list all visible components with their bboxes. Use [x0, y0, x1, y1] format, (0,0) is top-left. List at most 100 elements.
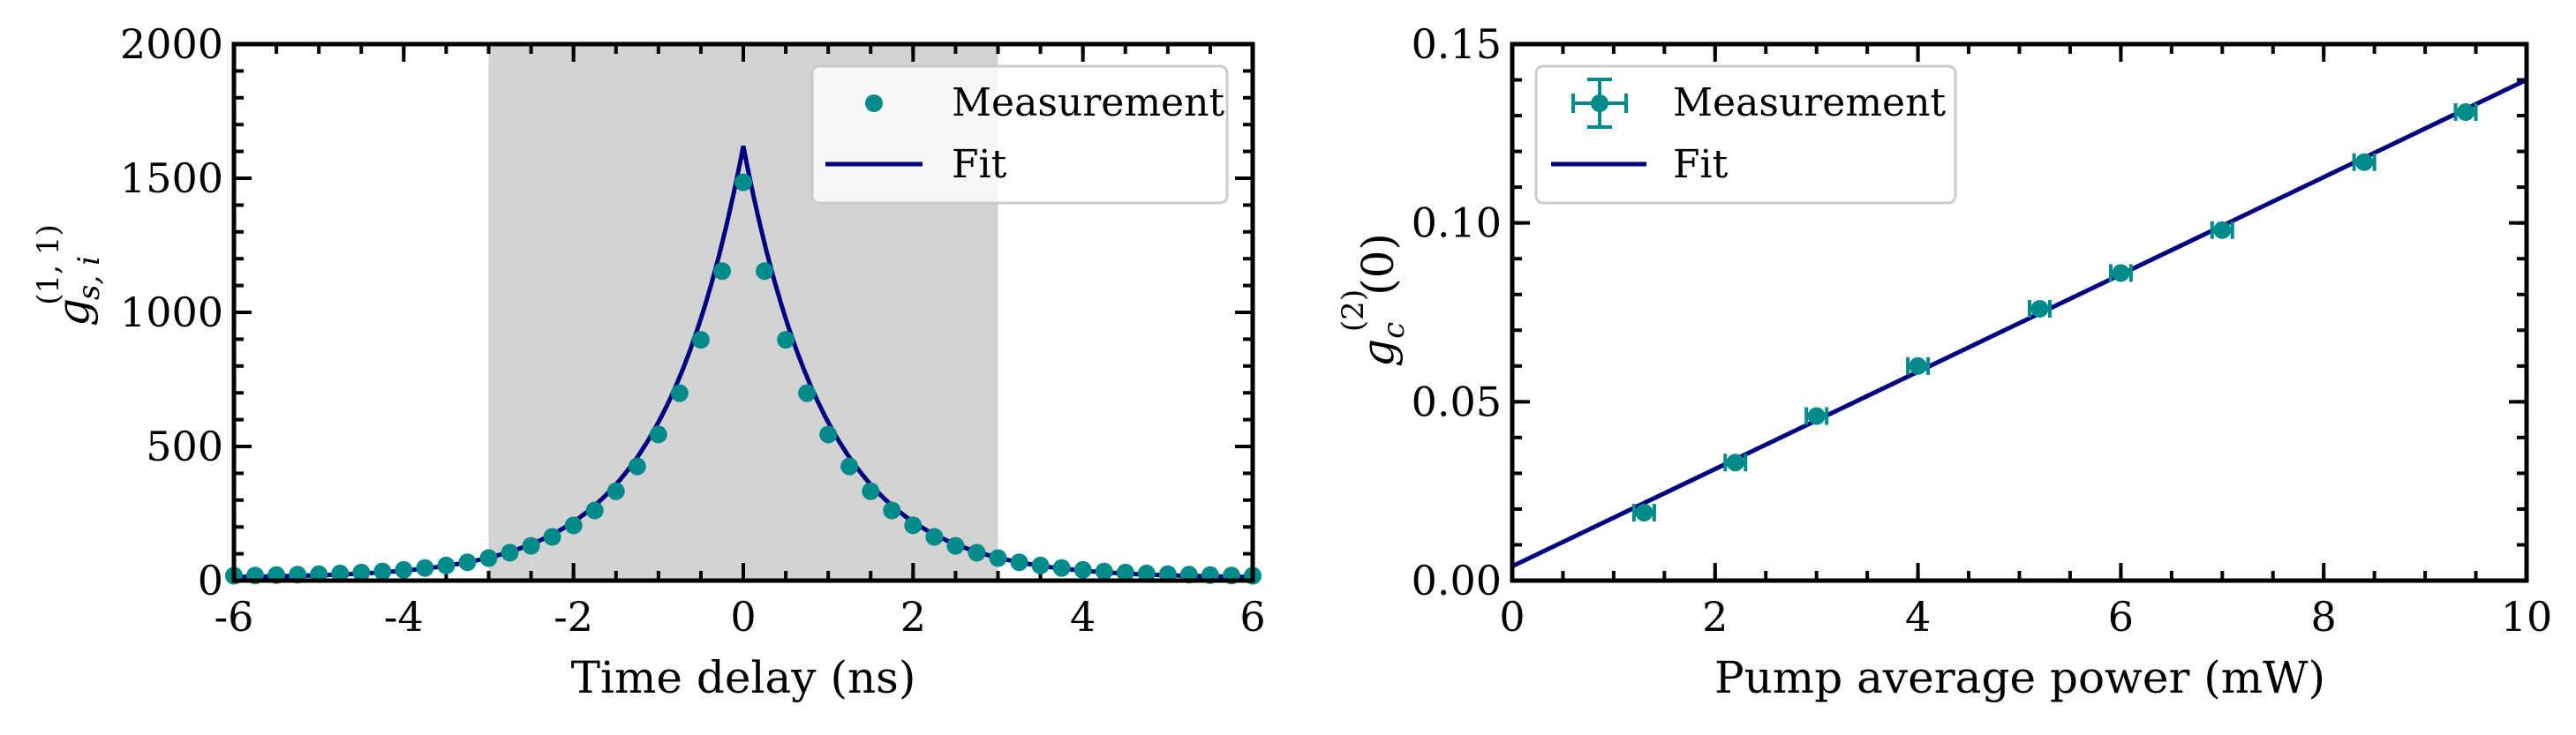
measurement-point	[862, 482, 880, 500]
measurement-point	[649, 425, 667, 444]
legend-label-fit: Fit	[1673, 142, 1729, 187]
y-tick-label: 0.00	[1412, 557, 1502, 604]
measurement-point	[777, 331, 795, 349]
measurement-point	[1095, 562, 1113, 581]
measurement-point	[501, 544, 519, 562]
right-y-tick-labels: 0.00 0.05 0.10 0.15	[1412, 20, 1502, 604]
legend-marker-measurement	[865, 94, 883, 112]
legend-box	[1534, 64, 1957, 205]
measurement-point	[840, 457, 859, 476]
x-tick-label: 2	[900, 593, 926, 641]
measurement-point	[968, 544, 986, 562]
left-x-axis-label: Time delay (ns)	[571, 652, 916, 703]
y-tick-label: 1500	[120, 154, 223, 202]
x-tick-label: 0	[1499, 593, 1525, 641]
right-y-axis-label: gc (0) (2)	[1336, 233, 1412, 367]
legend-label-fit: Fit	[952, 142, 1007, 187]
measurement-point	[395, 560, 413, 579]
svg-text:gc(0): gc (0)	[1352, 233, 1412, 367]
x-tick-label: -4	[384, 593, 424, 641]
right-x-axis-label: Pump average power (mW)	[1714, 652, 2325, 703]
measurement-point	[352, 563, 371, 581]
left-x-tick-labels: -6 -4 -2 0 2 4 6	[215, 593, 1266, 641]
x-tick-label: 2	[1702, 593, 1728, 641]
data-marker	[1635, 503, 1653, 521]
measurement-point	[819, 425, 838, 444]
ylabel-sub: s, i	[72, 256, 107, 300]
measurement-point	[691, 331, 710, 349]
ylabel-main: g	[1352, 339, 1404, 367]
measurement-point	[670, 384, 689, 402]
measurement-point	[734, 173, 752, 191]
data-marker	[1807, 407, 1826, 425]
ylabel-sub: c	[1376, 322, 1412, 339]
left-legend: Measurement Fit	[810, 64, 1229, 205]
measurement-point	[1010, 553, 1028, 572]
measurement-point	[2027, 299, 2052, 318]
measurement-point	[1631, 503, 1656, 521]
measurement-point	[2453, 103, 2478, 122]
right-plot-frame	[1510, 41, 2529, 583]
left-plot-frame	[231, 41, 1255, 583]
ylabel-main: g	[48, 298, 99, 326]
data-marker	[2457, 103, 2475, 122]
data-marker	[2030, 299, 2049, 318]
measurement-point	[331, 564, 350, 582]
x-tick-label: -2	[554, 593, 593, 641]
x-tick-label: 10	[2501, 593, 2553, 641]
x-tick-label: 6	[2108, 593, 2134, 641]
y-tick-label: 0.15	[1412, 20, 1502, 68]
measurement-point	[989, 549, 1007, 567]
y-tick-label: 0.05	[1412, 378, 1502, 425]
ylabel-sup: (1, 1)	[31, 224, 66, 304]
x-tick-label: 0	[730, 593, 756, 641]
measurement-point	[373, 562, 392, 581]
measurement-point	[1052, 559, 1071, 577]
measurement-point	[798, 384, 817, 402]
legend-label-measurement: Measurement	[952, 80, 1224, 125]
right-legend: Measurement Fit	[1534, 64, 1957, 205]
measurement-point	[458, 553, 477, 572]
legend-box	[810, 64, 1229, 205]
measurement-point	[1073, 560, 1092, 579]
y-tick-label: 2000	[120, 20, 223, 68]
measurement-point	[925, 528, 944, 546]
y-tick-label: 0	[198, 557, 223, 604]
ylabel-sup: (2)	[1336, 289, 1371, 332]
ylabel-tail: (0)	[1352, 233, 1404, 296]
measurement-point	[2352, 153, 2376, 171]
measurement-point	[904, 516, 923, 535]
measurement-point	[606, 482, 625, 500]
measurement-points-with-error-bars	[1631, 103, 2478, 521]
left-y-tick-labels: 0 500 1000 1500 2000	[120, 20, 223, 604]
measurement-point	[437, 556, 456, 574]
measurement-point	[416, 559, 434, 577]
measurement-point	[756, 262, 773, 281]
right-x-tick-labels: 0 2 4 6 8 10	[1499, 593, 2552, 641]
y-tick-label: 0.10	[1412, 199, 1502, 247]
measurement-point	[522, 536, 540, 555]
data-marker	[2112, 264, 2130, 282]
data-marker	[1726, 454, 1744, 472]
measurement-point	[543, 528, 561, 546]
data-marker	[2213, 221, 2232, 239]
measurement-point	[1137, 564, 1156, 582]
x-tick-label: 4	[1070, 593, 1096, 641]
y-tick-label: 1000	[120, 289, 223, 336]
right-chart: 0 2 4 6 8 10 0.00 0.05 0.10 0.15 Pump av…	[1336, 20, 2552, 703]
svg-text:gs, i: gs, i	[48, 256, 107, 326]
legend-marker-measurement	[1571, 78, 1628, 129]
measurement-point	[479, 549, 498, 567]
measurement-point	[2108, 264, 2133, 282]
measurement-point	[564, 516, 583, 535]
measurement-point	[883, 501, 901, 520]
measurement-point	[2210, 221, 2234, 239]
measurement-point	[628, 457, 646, 476]
measurement-point	[1723, 454, 1748, 472]
legend-label-measurement: Measurement	[1673, 80, 1946, 125]
measurement-point	[946, 536, 965, 555]
measurement-point	[1906, 356, 1931, 375]
measurement-point	[585, 501, 604, 520]
